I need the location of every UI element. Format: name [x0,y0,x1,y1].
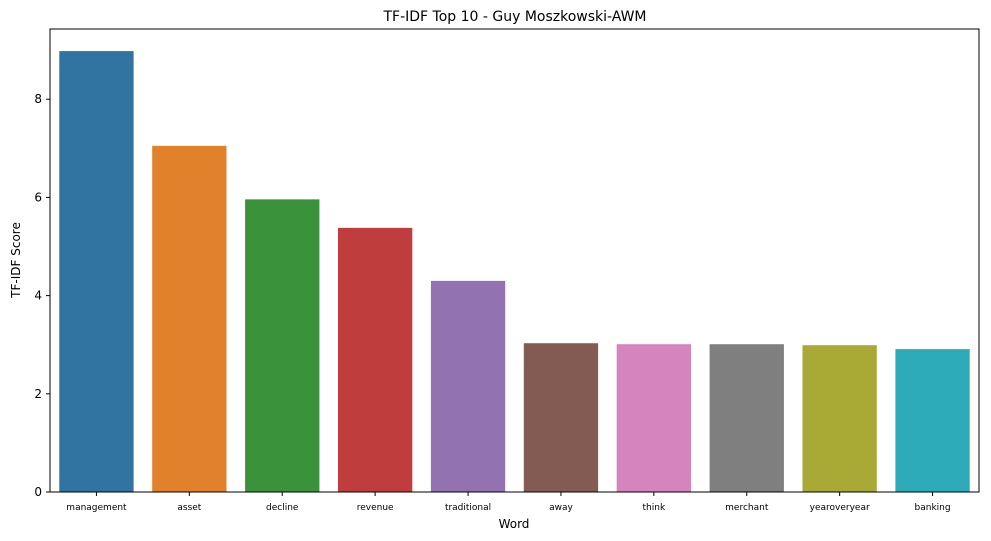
bar-think [616,344,692,492]
x-tick-label: away [549,503,573,513]
x-tick-label: yearoveryear [810,503,870,513]
y-tick-label: 2 [34,387,42,401]
x-tick-label: asset [177,503,201,513]
y-tick-label: 8 [34,92,42,106]
bars-group [59,51,970,492]
y-ticks: 0 2 4 6 8 [34,92,50,499]
y-axis-label: TF-IDF Score [9,222,23,299]
bar-yearoveryear [802,345,877,492]
x-tick-label: traditional [445,503,491,513]
x-tick-label: management [66,503,127,513]
plot-frame [49,28,980,493]
x-tick-label: decline [266,503,299,513]
x-tick-label: banking [915,503,951,513]
bar-decline [245,199,320,492]
y-tick-label: 4 [34,289,42,303]
chart-title: TF-IDF Top 10 - Guy Moszkowski-AWM [382,9,646,25]
bar-away [523,343,599,492]
x-ticks: management asset decline revenue traditional… [66,492,951,513]
x-tick-label: revenue [357,503,394,513]
bar-traditional [430,280,506,492]
x-axis-label: Word [499,517,530,531]
bar-revenue [337,227,413,492]
x-tick-label: think [643,503,666,513]
bar-asset [152,145,227,492]
bar-merchant [709,344,784,492]
y-tick-label: 6 [34,190,42,204]
bar-banking [895,349,970,492]
bar-management [59,51,134,492]
y-tick-label: 0 [34,485,42,499]
x-tick-label: merchant [725,503,769,513]
